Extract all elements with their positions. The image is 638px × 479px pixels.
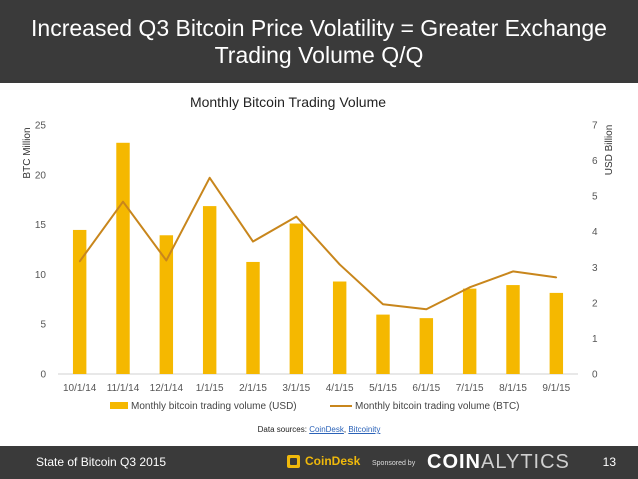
sources-separator: , — [343, 425, 349, 434]
x-tick-label: 5/1/15 — [369, 383, 397, 394]
point-btc — [512, 270, 514, 273]
y2-tick-label: 6 — [592, 156, 598, 167]
legend-label-usd: Monthly bitcoin trading volume (USD) — [131, 401, 297, 412]
slide-title: Increased Q3 Bitcoin Price Volatility = … — [31, 14, 607, 68]
bar-usd — [549, 292, 564, 374]
y-tick-label: 10 — [35, 270, 47, 281]
bar-usd — [506, 285, 520, 374]
bar-usd — [289, 223, 304, 374]
point-btc — [555, 276, 558, 279]
y2-tick-label: 5 — [592, 192, 598, 203]
x-tick-label: 4/1/15 — [326, 383, 354, 394]
bitcoinity-link[interactable]: Bitcoinity — [348, 425, 381, 434]
x-tick-label: 9/1/15 — [542, 383, 570, 394]
coindesk-logo-icon — [287, 454, 300, 468]
y2-axis-label: USD Billion — [604, 125, 615, 176]
bar-usd — [116, 142, 130, 374]
y-tick-label: 15 — [35, 220, 47, 231]
x-tick-label: 12/1/14 — [150, 383, 184, 394]
y2-tick-label: 4 — [592, 227, 598, 238]
y2-tick-label: 1 — [592, 334, 598, 345]
bar-usd — [159, 235, 174, 374]
bar-usd — [419, 318, 434, 374]
x-tick-label: 3/1/15 — [282, 383, 310, 394]
sponsored-by-label: Sponsored by — [372, 460, 416, 467]
coindesk-logo: CoinDesk — [287, 454, 360, 468]
point-btc — [78, 260, 81, 263]
bitcoin-volume-chart: Monthly Bitcoin Trading Volume0510152025… — [22, 94, 615, 412]
coinalytics-logo: COINALYTICS — [427, 451, 570, 474]
slide-header: Increased Q3 Bitcoin Price Volatility = … — [0, 0, 638, 83]
y2-tick-label: 0 — [592, 370, 598, 381]
coinalytics-logo-bold: COIN — [427, 451, 481, 473]
bar-usd — [462, 288, 477, 374]
y2-tick-label: 7 — [592, 121, 598, 132]
coindesk-link[interactable]: CoinDesk — [309, 425, 344, 434]
y-tick-label: 20 — [35, 170, 47, 181]
point-btc — [252, 240, 254, 243]
coindesk-logo-text: CoinDesk — [305, 454, 361, 468]
y-tick-label: 25 — [35, 121, 47, 132]
point-btc — [165, 259, 168, 262]
footer-report-title: State of Bitcoin Q3 2015 — [36, 455, 167, 469]
point-btc — [295, 215, 298, 218]
x-tick-label: 11/1/14 — [107, 383, 140, 394]
y-tick-label: 5 — [40, 320, 46, 331]
x-tick-label: 10/1/14 — [63, 383, 97, 394]
page-number: 13 — [602, 455, 616, 469]
y-tick-label: 0 — [40, 370, 46, 381]
coinalytics-logo-thin: ALYTICS — [481, 451, 570, 473]
slide-footer: State of Bitcoin Q3 2015 CoinDesk Sponso… — [0, 446, 638, 479]
bar-usd — [246, 261, 260, 374]
y2-tick-label: 3 — [592, 263, 598, 274]
x-tick-label: 7/1/15 — [456, 383, 484, 394]
sources-prefix: Data sources: — [257, 425, 310, 434]
line-btc — [78, 176, 557, 311]
bar-usd — [376, 314, 390, 374]
x-tick-label: 2/1/15 — [239, 383, 267, 394]
point-btc — [468, 286, 471, 289]
bar-usd — [72, 229, 87, 374]
legend-label-btc: Monthly bitcoin trading volume (BTC) — [355, 401, 520, 412]
chart-title: Monthly Bitcoin Trading Volume — [190, 94, 386, 110]
point-btc — [382, 303, 384, 306]
x-tick-label: 8/1/15 — [499, 383, 527, 394]
y-axis-label: BTC Million — [22, 127, 33, 178]
bar-usd — [332, 281, 347, 374]
point-btc — [338, 263, 341, 266]
point-btc — [208, 176, 211, 179]
point-btc — [122, 200, 124, 203]
bar-usd — [202, 206, 217, 374]
x-tick-label: 6/1/15 — [412, 383, 440, 394]
x-tick-label: 1/1/15 — [196, 383, 224, 394]
data-sources: Data sources: CoinDesk, Bitcoinity — [0, 425, 638, 434]
point-btc — [425, 308, 428, 311]
legend-swatch-usd — [110, 402, 128, 409]
y2-tick-label: 2 — [592, 298, 598, 309]
